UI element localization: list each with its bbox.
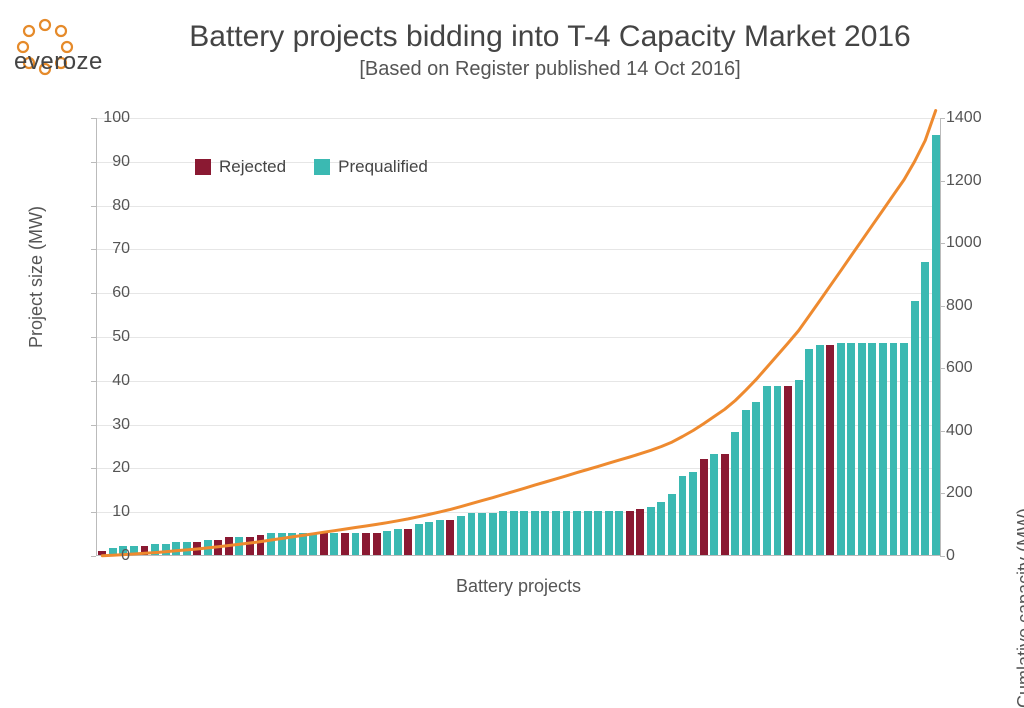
chart-title: Battery projects bidding into T-4 Capaci… <box>150 20 950 54</box>
y-left-tick: 40 <box>96 372 130 390</box>
legend-swatch-prequalified <box>314 159 330 175</box>
y-right-tick: 600 <box>946 359 990 377</box>
y-right-tick: 1400 <box>946 109 990 127</box>
y-left-tick: 60 <box>96 284 130 302</box>
chart-subtitle: [Based on Register published 14 Oct 2016… <box>150 58 950 81</box>
cumulative-line <box>97 118 940 555</box>
y-right-tick: 0 <box>946 547 990 565</box>
logo-text: everoze <box>14 48 103 76</box>
y-right-tick: 800 <box>946 297 990 315</box>
y-right-tick: 200 <box>946 484 990 502</box>
y-right-tick: 1000 <box>946 234 990 252</box>
y-left-tick: 70 <box>96 240 130 258</box>
legend-item-prequalified: Prequalified <box>314 157 428 177</box>
legend-item-rejected: Rejected <box>195 157 286 177</box>
x-axis-label: Battery projects <box>97 576 940 597</box>
y-left-tick: 10 <box>96 503 130 521</box>
y-left-tick: 100 <box>96 109 130 127</box>
legend: Rejected Prequalified <box>195 154 495 180</box>
y-left-tick: 50 <box>96 328 130 346</box>
legend-label: Rejected <box>219 157 286 177</box>
y-left-tick: 80 <box>96 197 130 215</box>
legend-label: Prequalified <box>338 157 428 177</box>
y-left-tick: 20 <box>96 459 130 477</box>
y-right-axis-label: Cumlative capacity (MW) <box>1014 508 1024 708</box>
chart-area: Project size (MW) Cumlative capacity (MW… <box>58 108 978 566</box>
legend-swatch-rejected <box>195 159 211 175</box>
y-right-tick: 1200 <box>946 172 990 190</box>
y-left-tick: 30 <box>96 416 130 434</box>
y-right-tick: 400 <box>946 422 990 440</box>
brand-logo: everoze <box>14 16 126 88</box>
y-left-axis-label: Project size (MW) <box>26 206 47 348</box>
y-left-tick: 0 <box>96 547 130 565</box>
y-left-tick: 90 <box>96 153 130 171</box>
plot-region: Battery projects Rejected Prequalified <box>96 118 940 556</box>
chart-container: { "logo_text": "everoze", "logo_dot_colo… <box>0 0 1024 626</box>
